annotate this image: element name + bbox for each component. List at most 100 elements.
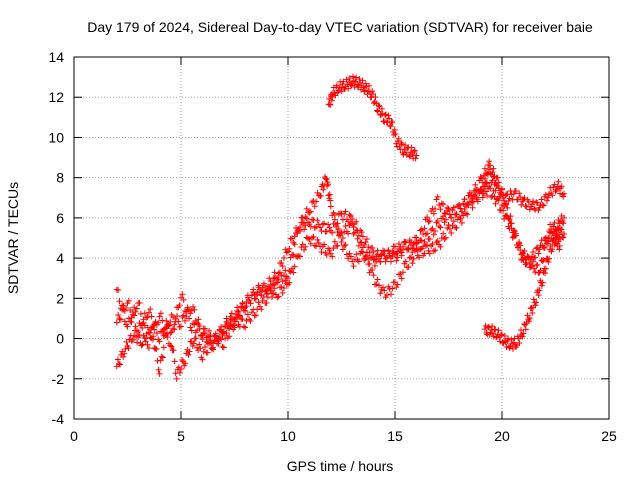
data-point [238,304,245,311]
data-point [487,185,494,192]
data-point [469,204,476,211]
data-point [398,139,405,146]
data-point [279,263,286,270]
data-point [246,316,253,323]
data-point [143,335,150,342]
data-point [468,199,475,206]
data-point [538,196,545,203]
data-point [294,230,301,237]
data-point [436,201,443,208]
data-point [247,318,254,325]
data-point [383,253,390,260]
data-point [115,286,122,293]
data-point [326,96,333,103]
data-point [116,315,123,322]
data-point [156,370,163,377]
data-point [155,319,162,326]
data-point [167,318,174,325]
y-axis-label: SDTVAR / TECUs [5,182,21,294]
data-point [549,192,556,199]
data-point [323,228,330,235]
data-point [509,345,516,352]
data-point [175,318,182,325]
data-point [248,309,255,316]
data-point [557,229,564,236]
data-point [291,263,298,270]
data-point [460,200,467,207]
data-point [137,310,144,317]
data-point [495,197,502,204]
data-point [303,205,310,212]
data-point [159,354,166,361]
data-point [517,242,524,249]
data-point [228,321,235,328]
data-point [138,342,145,349]
data-point [182,317,189,324]
data-point [434,193,441,200]
data-point [457,205,464,212]
data-point [444,204,451,211]
data-point [275,276,282,283]
data-point [327,101,334,108]
data-point [268,290,275,297]
data-point [282,267,289,274]
data-point [327,250,334,257]
data-point [533,245,540,252]
data-point [521,247,528,254]
data-point [545,235,552,242]
data-point [362,253,369,260]
data-point [526,318,533,325]
data-point [421,225,428,232]
data-point [434,238,441,245]
data-point [516,239,523,246]
data-point [128,319,135,326]
data-point [123,338,130,345]
data-point [416,237,423,244]
data-point [553,227,560,234]
data-point [505,335,512,342]
data-point [342,208,349,215]
data-point [404,246,411,253]
data-point [188,327,195,334]
data-point [373,281,380,288]
data-point [323,251,330,258]
data-point [464,211,471,218]
data-point [538,282,545,289]
data-point [355,242,362,249]
data-point [171,326,178,333]
data-point [199,356,206,363]
data-point [402,239,409,246]
data-point [293,224,300,231]
data-point [410,240,417,247]
data-point [549,230,556,237]
data-point [540,256,547,263]
data-point [518,201,525,208]
data-point [354,235,361,242]
data-point [495,185,502,192]
data-point [314,217,321,224]
series-track-d [325,73,420,162]
data-point [346,250,353,257]
data-point [342,241,349,248]
data-point [219,329,226,336]
data-point [239,300,246,307]
data-point [301,246,308,253]
data-point [506,195,513,202]
data-point [560,234,567,241]
data-point [326,224,333,231]
data-point [355,258,362,265]
data-point [395,135,402,142]
data-point [547,242,554,249]
data-point [234,314,241,321]
data-point [539,201,546,208]
data-point [485,323,492,330]
data-point [556,243,563,250]
data-point [255,282,262,289]
data-point [362,87,369,94]
axis-ticks: 0 5 10 15 20 25 -4 -2 0 2 4 6 8 10 12 14 [48,49,617,444]
data-point [331,212,338,219]
data-point [283,273,290,280]
data-point [530,249,537,256]
data-point [550,184,557,191]
data-point [318,228,325,235]
